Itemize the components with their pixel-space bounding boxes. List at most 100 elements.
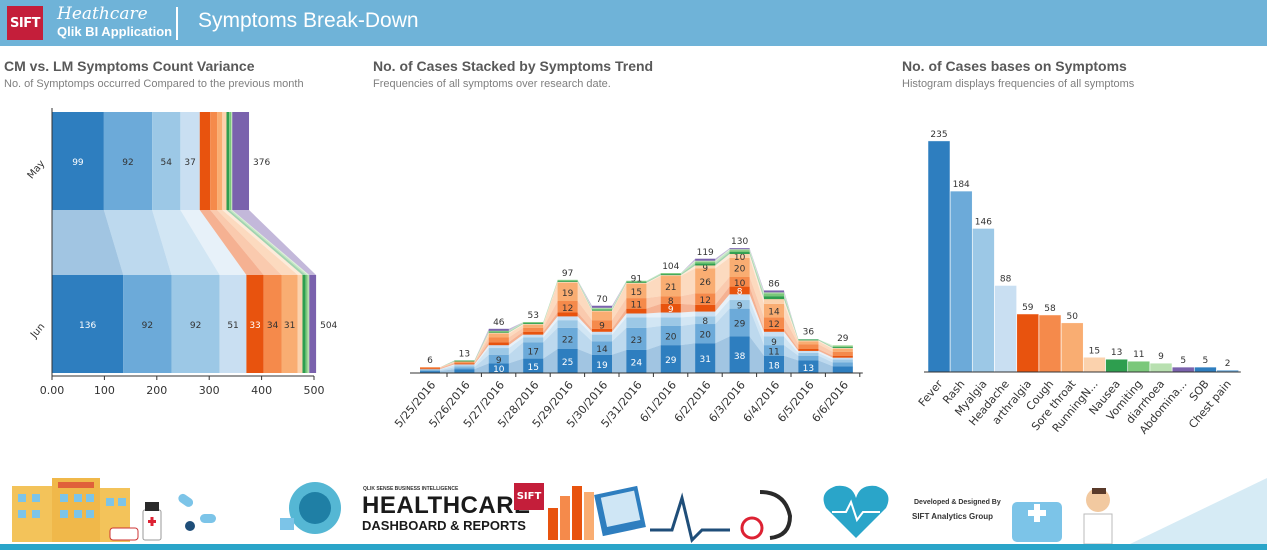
trend-segment-label: 21	[665, 283, 676, 293]
trend-bar-segment	[592, 309, 612, 311]
variance-segment-label: 136	[79, 321, 96, 331]
trend-bar-segment	[660, 276, 681, 297]
trend-bar-segment	[626, 313, 647, 318]
medical-kit-icon	[1012, 502, 1062, 542]
histogram-value-label: 184	[953, 180, 970, 190]
histogram-bar	[1083, 357, 1106, 373]
trend-bar-segment	[523, 323, 544, 325]
footer-kicker: QLIK SENSE BUSINESS INTELLIGENCE	[363, 486, 459, 492]
trend-bar-segment	[764, 328, 784, 332]
trend-bar-segment	[832, 348, 853, 349]
variance-connector	[210, 210, 282, 275]
trend-bar-segment	[420, 369, 440, 371]
trend-bar-segment	[557, 281, 578, 283]
trend-bar-segment	[695, 265, 716, 269]
trend-bar-segment	[454, 369, 475, 373]
trend-segment-label: 13	[803, 364, 814, 374]
trend-segment-label: 17	[527, 347, 538, 357]
trend-bar-segment	[798, 340, 819, 342]
variance-connector	[226, 210, 306, 275]
trend-bar-segment	[454, 364, 475, 366]
trend-bar-segment	[626, 298, 647, 309]
medicine-bottle-icon	[142, 502, 162, 541]
histogram-chart[interactable]: 235Fever184Rash146Myalgia88Headache59art…	[910, 100, 1260, 450]
variance-bar-segment	[263, 275, 282, 373]
trend-bar-segment	[523, 334, 544, 338]
trend-bar-segment	[592, 307, 612, 309]
trend-segment-label: 15	[527, 363, 538, 373]
variance-category-label: May	[26, 158, 48, 181]
trend-bar-segment	[695, 260, 716, 262]
trend-bar-segment	[764, 293, 784, 297]
trend-bar-segment	[729, 252, 750, 254]
trend-bar-segment	[454, 362, 475, 364]
histogram-value-label: 58	[1044, 304, 1056, 314]
trend-bar-segment	[798, 341, 819, 345]
variance-chart[interactable]: 99 92 54 37 376 May 136 92 92 51 33 34 31 504 Jun 0.00 1…	[0, 100, 350, 410]
variance-bar-segment	[297, 275, 303, 373]
variance-segment-label: 54	[161, 158, 173, 168]
variance-bar-segment	[103, 112, 153, 210]
trend-total-label: 53	[527, 311, 538, 321]
histogram-value-label: 50	[1066, 312, 1078, 322]
trend-bar-segment	[660, 274, 681, 276]
trend-bar-segment	[557, 280, 578, 282]
trend-bar-segment	[626, 281, 647, 283]
trend-bar-segment	[798, 352, 819, 356]
trend-bar-segment	[557, 349, 578, 373]
trend-bar-segment	[523, 325, 544, 328]
trend-bar-segment	[557, 312, 578, 317]
trend-total-label: 29	[837, 334, 849, 344]
variance-bar-segment	[222, 112, 227, 210]
heartbeat-line	[650, 492, 730, 543]
trend-bar-segment	[832, 366, 853, 373]
trend-bar-segment	[729, 248, 750, 250]
trend-bar-segment	[488, 345, 509, 349]
trend-bar-segment	[660, 317, 681, 326]
hospital-icon	[12, 478, 139, 542]
trend-segment-label: 22	[562, 335, 573, 345]
trend-bar-segment	[729, 253, 750, 258]
trend-total-label: 86	[768, 279, 780, 289]
trend-bar-segment	[488, 331, 509, 333]
variance-bar-segment	[246, 275, 264, 373]
sift-logo[interactable]: SIFT	[7, 6, 43, 40]
trend-bar-segment	[592, 354, 612, 373]
trend-segment-label: 29	[665, 356, 677, 366]
trend-segment-label: 11	[631, 300, 642, 310]
trend-bar-segment	[488, 354, 509, 364]
trend-segment-label: 10	[734, 253, 746, 263]
trend-bar-segment	[626, 282, 647, 284]
variance-bar-segment	[229, 112, 232, 210]
trend-bar-segment	[695, 311, 716, 317]
trend-segment-label: 20	[699, 331, 711, 341]
variance-segment-label: 51	[227, 321, 238, 331]
variance-category-label: Jun	[28, 321, 47, 341]
histogram-value-label: 146	[975, 217, 992, 227]
trend-total-label: 13	[459, 350, 470, 360]
trend-segment-label: 8	[668, 297, 674, 307]
variance-connector	[231, 210, 310, 275]
trend-bar-segment	[488, 337, 509, 343]
trend-bar-segment	[454, 365, 475, 368]
page-title: Symptoms Break-Down	[198, 9, 419, 32]
trend-bar-segment	[592, 310, 612, 312]
trend-bar-segment	[729, 286, 750, 295]
trend-segment-label: 12	[699, 296, 710, 306]
stethoscope-icon	[740, 490, 793, 540]
trend-bar-segment	[798, 355, 819, 361]
variance-x-tick-label: 400	[251, 384, 272, 397]
trend-bar-segment	[420, 370, 440, 372]
variance-x-tick-label: 500	[304, 384, 325, 397]
trend-bar-segment	[729, 336, 750, 373]
bar-chart-icon	[548, 486, 594, 540]
trend-segment-label: 9	[496, 356, 502, 366]
trend-bar-segment	[523, 337, 544, 343]
histogram-bar	[994, 285, 1017, 373]
variance-connector	[222, 210, 303, 275]
trend-bar-segment	[695, 268, 716, 294]
variance-x-tick-label: 100	[94, 384, 115, 397]
variance-segment-label: 92	[142, 321, 153, 331]
trend-total-label: 70	[596, 295, 608, 305]
